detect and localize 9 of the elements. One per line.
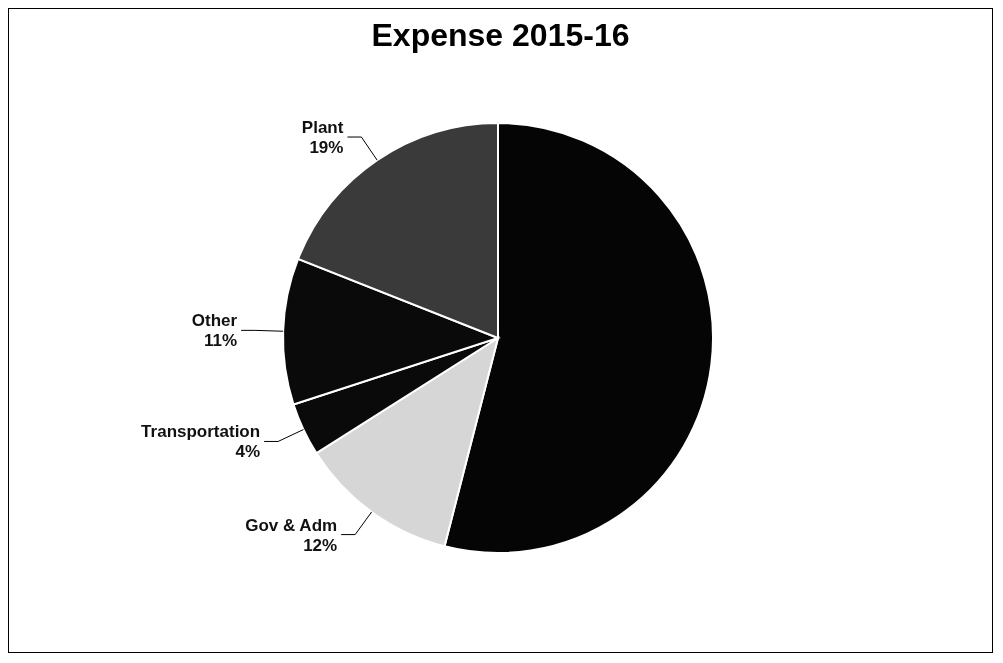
chart-title: Expense 2015-16	[370, 17, 631, 54]
slice-label: Plant	[301, 118, 344, 138]
slice-label: Gov & Adm	[245, 515, 338, 535]
data-label: 19%	[309, 138, 344, 158]
data-label: 11%	[204, 331, 238, 351]
data-label: 12%	[303, 535, 338, 555]
slice-label: Transportation	[141, 422, 261, 442]
data-label: 4%	[235, 442, 261, 462]
slice-label: Other	[191, 311, 238, 331]
